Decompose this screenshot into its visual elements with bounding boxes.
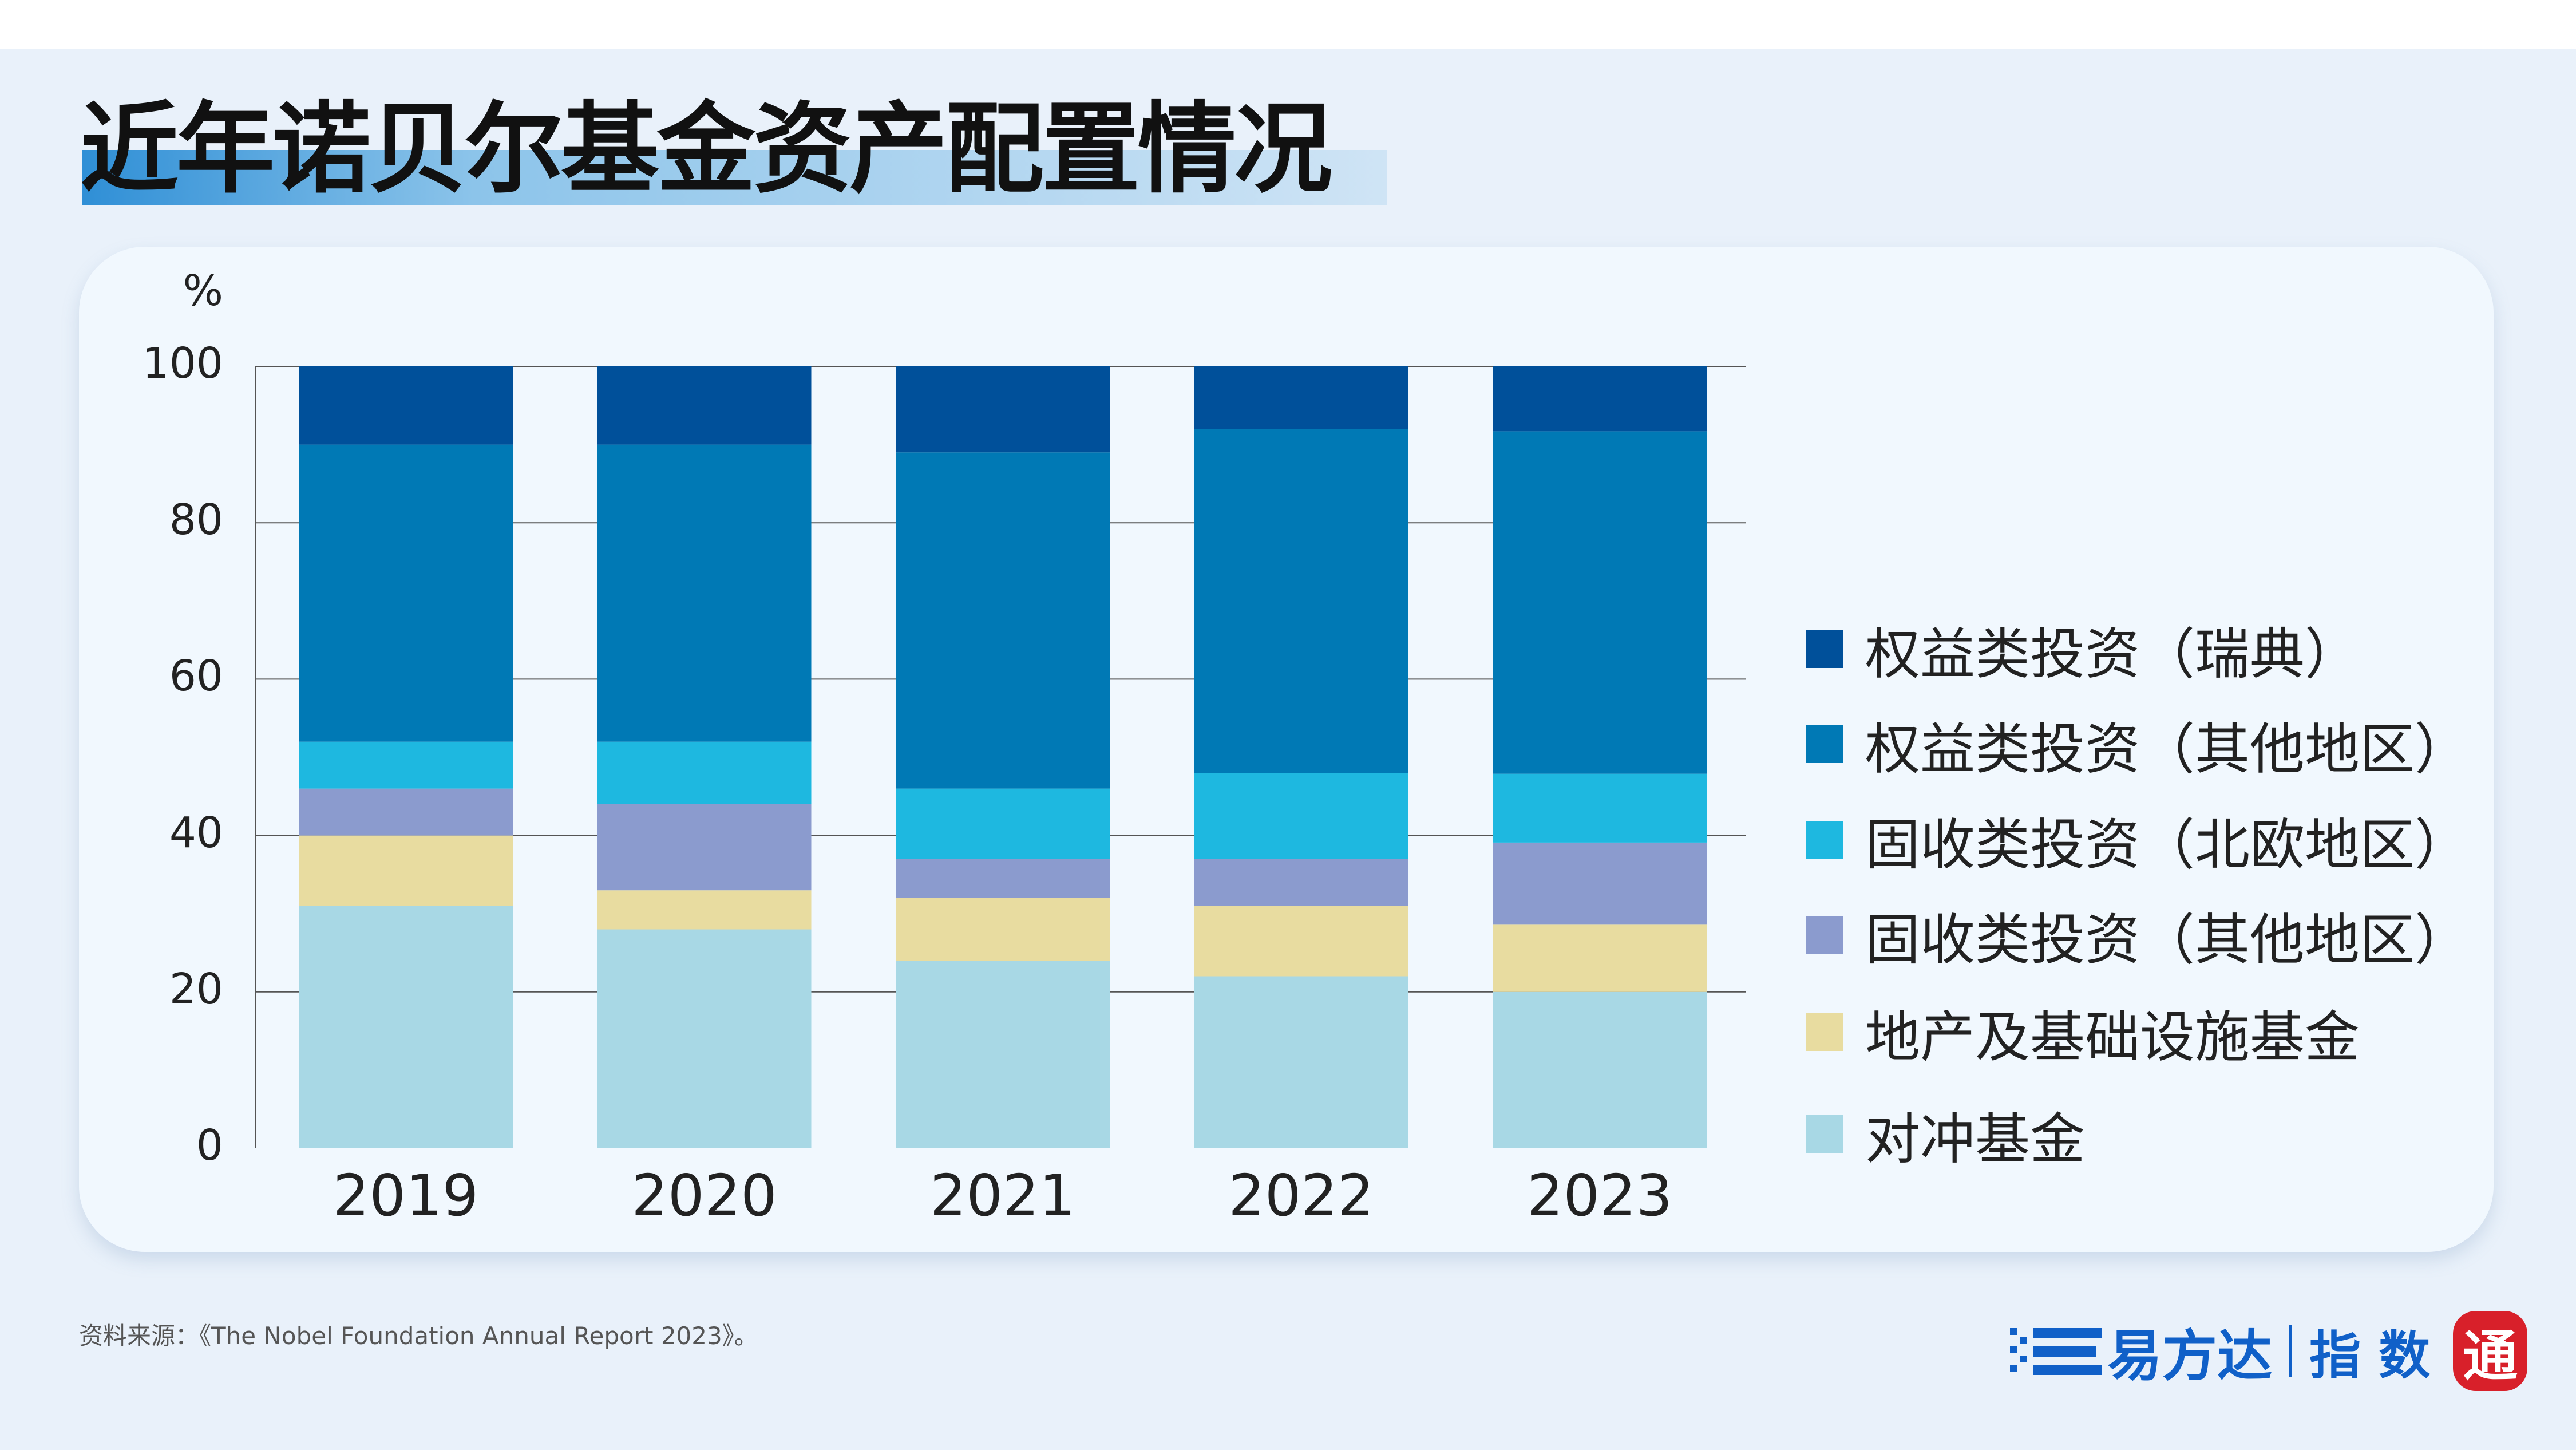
bar-segment: [1493, 366, 1707, 432]
bar-segment: [597, 890, 812, 930]
legend-swatch: [1806, 821, 1843, 859]
legend-label: 对冲基金: [1865, 1107, 2085, 1171]
legend-label: 权益类投资（其他地区）: [1865, 717, 2470, 781]
legend-item: 固收类投资（北欧地区）: [1806, 811, 2470, 877]
x-tick-label: 2023: [1526, 1162, 1673, 1229]
top-strip: [0, 0, 2576, 49]
chart-plot: [255, 366, 1746, 1148]
bar-segment: [1194, 906, 1408, 977]
y-tick-label: 40: [169, 808, 223, 858]
bar-segment: [1194, 429, 1408, 773]
x-tick-label: 2021: [929, 1162, 1076, 1229]
bar-segment: [1493, 773, 1707, 843]
logo-suffix: 指 数: [2309, 1326, 2431, 1386]
bar-segment: [1493, 924, 1707, 992]
bar-segment: [299, 906, 513, 1148]
y-axis-unit: %: [183, 266, 223, 315]
legend-item: 对冲基金: [1806, 1105, 2085, 1171]
logo: 易方达 指 数 通: [2004, 1311, 2528, 1391]
logo-brand: 易方达: [2107, 1323, 2272, 1388]
x-tick-label: 2022: [1228, 1162, 1374, 1229]
bar-segment: [1493, 431, 1707, 774]
legend-swatch: [1806, 916, 1843, 954]
bar-segment: [299, 444, 513, 742]
bar-segment: [1194, 976, 1408, 1148]
legend-item: 地产及基础设施基金: [1806, 1003, 2360, 1069]
legend-label: 固收类投资（其他地区）: [1865, 907, 2470, 972]
bar-segment: [1194, 859, 1408, 906]
bar-segment: [1194, 366, 1408, 429]
bar-segment: [597, 929, 812, 1148]
bar-segment: [1194, 773, 1408, 859]
bar-segment: [896, 859, 1110, 898]
legend-swatch: [1806, 1013, 1843, 1051]
x-tick-label: 2019: [333, 1162, 479, 1229]
bar-segment: [1493, 842, 1707, 925]
bar-segment: [597, 366, 812, 445]
logo-divider: [2289, 1325, 2292, 1377]
bar-segment: [299, 835, 513, 906]
legend-label: 固收类投资（北欧地区）: [1865, 812, 2470, 877]
legend-swatch: [1806, 1115, 1843, 1153]
y-tick-label: 60: [169, 651, 223, 701]
logo-e-icon: [2010, 1328, 2102, 1375]
x-tick-label: 2020: [631, 1162, 777, 1229]
bar-segment: [896, 788, 1110, 859]
bar-segment: [597, 804, 812, 891]
legend-item: 固收类投资（其他地区）: [1806, 906, 2470, 972]
title-underline: [82, 150, 1387, 205]
legend-swatch: [1806, 630, 1843, 668]
bar-segment: [896, 961, 1110, 1148]
y-tick-label: 0: [196, 1121, 223, 1170]
y-tick-label: 100: [142, 339, 223, 388]
legend-label: 地产及基础设施基金: [1865, 1005, 2360, 1069]
bar-segment: [299, 366, 513, 445]
page-title: 近年诺贝尔基金资产配置情况: [80, 92, 1332, 207]
source-note: 资料来源：《The Nobel Foundation Annual Report…: [79, 1322, 758, 1350]
y-tick-label: 80: [169, 495, 223, 545]
bar-segment: [1493, 991, 1707, 1148]
bar-segment: [896, 452, 1110, 789]
logo-seal: 通: [2453, 1311, 2528, 1391]
legend-label: 权益类投资（瑞典）: [1865, 622, 2360, 686]
y-tick-label: 20: [169, 964, 223, 1014]
bar-segment: [299, 741, 513, 789]
bar-segment: [299, 788, 513, 836]
bar-segment: [896, 366, 1110, 453]
bar-segment: [896, 898, 1110, 961]
legend-swatch: [1806, 725, 1843, 763]
bar-segment: [597, 444, 812, 742]
legend-item: 权益类投资（瑞典）: [1806, 621, 2360, 686]
bar-segment: [597, 741, 812, 804]
legend-item: 权益类投资（其他地区）: [1806, 716, 2470, 781]
